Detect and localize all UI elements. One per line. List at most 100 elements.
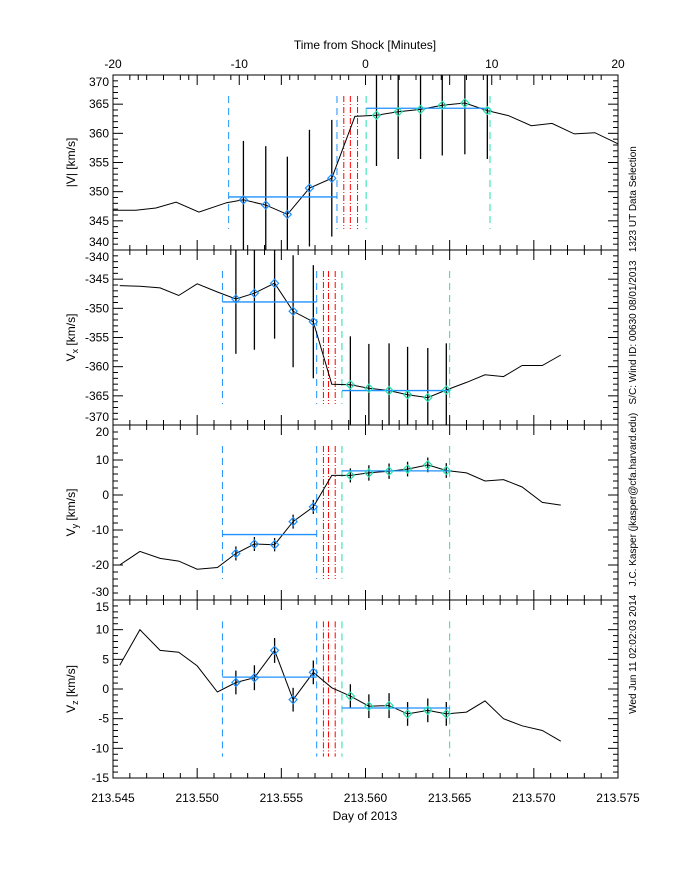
y-tick-label: -350 [85, 301, 109, 315]
upstream-data-point [308, 502, 319, 512]
velocity-line [119, 282, 562, 399]
y-tick-label: 355 [89, 156, 109, 170]
y-tick-label: 340 [89, 235, 109, 249]
velocity-line [119, 628, 562, 742]
upstream-data-point [249, 288, 260, 299]
upstream-data-point [231, 294, 241, 304]
downstream-data-point [441, 385, 452, 395]
panel-frame [112, 599, 619, 779]
y-axis-label: Vy [km/s] [64, 489, 80, 537]
y-axis-label: |V| [km/s] [64, 138, 78, 188]
upstream-data-point [288, 306, 298, 317]
y-tick-label: -5 [98, 712, 109, 726]
downstream-data-point [384, 466, 394, 477]
y-tick-label: -15 [92, 771, 110, 785]
y-tick-label: 10 [96, 453, 110, 467]
plot-panels: -20 -10 0 10 20 213.545 213.550 213.555 213.560 2… [64, 57, 640, 805]
y-tick-label: 0 [102, 682, 109, 696]
top-axis-tick-label: 0 [362, 57, 369, 71]
upstream-data-point [269, 539, 280, 550]
y-tick-label: -340 [85, 250, 109, 264]
panel-4: -15 -10 -5 0 5 10 15 Vz [km/s] [64, 599, 619, 785]
velocity-line [113, 102, 619, 216]
downstream-data-point [364, 383, 374, 394]
bottom-axis-tick-label: 213.570 [512, 791, 556, 805]
upstream-data-point [269, 278, 280, 289]
downstream-data-point [345, 470, 356, 481]
downstream-data-point [402, 709, 413, 719]
y-tick-label: -345 [85, 272, 109, 286]
y-tick-label: 360 [89, 126, 109, 140]
y-tick-label: -355 [85, 331, 109, 345]
downstream-data-point [441, 709, 452, 719]
y-tick-label: 10 [96, 623, 110, 637]
downstream-data-point [371, 110, 382, 121]
upstream-data-point [249, 539, 260, 549]
upstream-data-point [231, 548, 241, 559]
y-tick-label: 365 [89, 97, 109, 111]
upstream-data-point [249, 672, 260, 683]
panel-2: -370 -365 -360 -355 -350 -345 -340 Vx [km/s] [64, 249, 619, 426]
downstream-data-point [364, 701, 374, 712]
bottom-axis-tick-label: 213.575 [596, 791, 640, 805]
y-tick-label: -365 [85, 389, 109, 403]
panel-frame [112, 74, 619, 251]
y-axis-label: Vx [km/s] [64, 314, 80, 362]
bottom-axis-tick-label: 213.550 [175, 791, 219, 805]
downstream-data-point [415, 104, 426, 115]
bottom-axis-tick-label: 213.560 [344, 791, 388, 805]
downstream-data-point [345, 691, 356, 701]
downstream-data-point [364, 468, 374, 478]
upstream-data-point [308, 667, 319, 678]
bottom-axis-tick-label: 213.545 [91, 791, 135, 805]
y-tick-label: 370 [89, 75, 109, 89]
downstream-data-point [345, 379, 356, 390]
y-tick-label: 345 [89, 214, 109, 228]
downstream-data-point [422, 392, 433, 403]
upstream-data-point [288, 516, 298, 527]
downstream-data-point [384, 700, 394, 711]
y-tick-label: -370 [85, 410, 109, 424]
downstream-data-point [441, 465, 452, 476]
top-axis-tick-label: -10 [231, 57, 249, 71]
panel-frame [112, 249, 619, 426]
upstream-data-point [231, 677, 241, 688]
y-tick-label: -10 [92, 523, 110, 537]
upstream-data-point [269, 645, 280, 656]
upstream-data-point [304, 183, 315, 194]
top-axis-title: Time from Shock [Minutes] [294, 38, 436, 52]
y-tick-label: 5 [102, 652, 109, 666]
y-tick-label: -360 [85, 360, 109, 374]
y-tick-label: -20 [92, 558, 110, 572]
y-tick-label: 20 [96, 425, 110, 439]
velocity-line [119, 464, 561, 570]
downstream-data-point [422, 460, 433, 470]
downstream-data-point [402, 389, 413, 400]
y-tick-label: 15 [96, 600, 110, 614]
bottom-axis-title: Day of 2013 [333, 809, 398, 823]
panel-frame [112, 424, 619, 601]
downstream-data-point [460, 98, 470, 108]
panel-1: 340 345 350 355 360 365 370 |V| [km/s] [64, 74, 619, 251]
y-axis-label: Vz [km/s] [64, 665, 80, 713]
upstream-data-point [260, 200, 271, 210]
panel-3: -30 -20 -10 0 10 20 Vy [km/s] [64, 424, 619, 601]
downstream-data-point [437, 100, 448, 111]
side-info-text: Wed Jun 11 02:02:03 2014 J.C. Kasper (jk… [628, 146, 639, 714]
upstream-data-point [238, 194, 249, 205]
y-tick-label: 0 [102, 488, 109, 502]
y-tick-label: -30 [92, 585, 110, 599]
upstream-data-point [288, 694, 298, 705]
upstream-data-point [326, 173, 337, 184]
downstream-data-point [422, 705, 433, 716]
y-tick-label: 350 [89, 185, 109, 199]
downstream-data-point [402, 464, 413, 474]
y-tick-label: -10 [92, 741, 110, 755]
top-axis-tick-label: 10 [485, 57, 499, 71]
downstream-data-point [393, 106, 404, 117]
top-axis-tick-label: -20 [104, 57, 122, 71]
downstream-data-point [384, 385, 394, 396]
bottom-axis-tick-label: 213.555 [260, 791, 304, 805]
bottom-axis-tick-label: 213.565 [428, 791, 472, 805]
